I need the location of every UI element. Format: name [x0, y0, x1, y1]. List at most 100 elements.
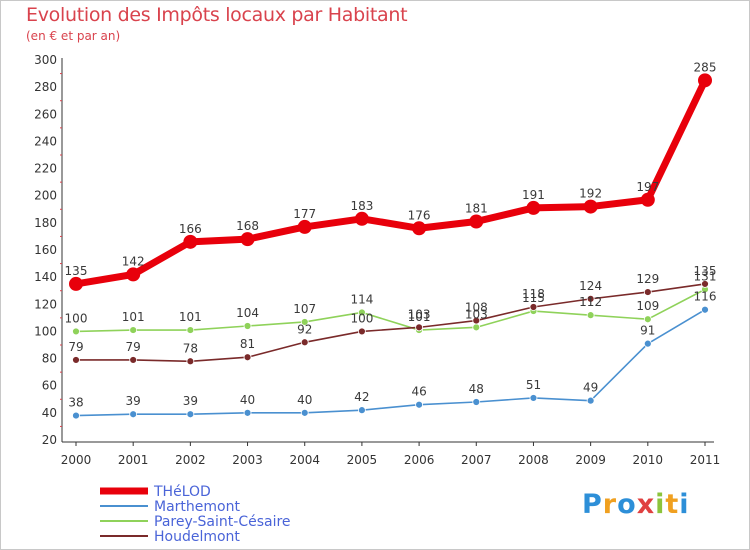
data-point-thelod [698, 73, 712, 88]
data-label-thelod: 192 [579, 187, 602, 201]
data-label-parey-saint-cesaire: 109 [636, 299, 659, 313]
data-point-marthemont [529, 394, 538, 402]
data-label-thelod: 181 [465, 202, 488, 216]
y-tick-label: 200 [34, 189, 57, 203]
data-point-houdelmont [186, 357, 195, 366]
data-point-parey-saint-cesaire [300, 318, 309, 326]
data-point-thelod [126, 267, 141, 282]
x-tick-label: 2002 [175, 453, 206, 467]
data-point-thelod [354, 211, 369, 226]
series-line-thelod [72, 76, 709, 288]
data-point-parey-saint-cesaire [129, 326, 138, 334]
data-label-parey-saint-cesaire: 107 [293, 302, 316, 316]
data-label-marthemont: 39 [183, 394, 198, 408]
data-label-thelod: 177 [293, 207, 316, 221]
data-label-parey-saint-cesaire: 112 [579, 295, 602, 309]
data-label-thelod: 168 [236, 219, 259, 233]
data-label-thelod: 166 [179, 222, 202, 236]
y-tick-label: 60 [42, 379, 57, 393]
data-label-marthemont: 39 [126, 394, 141, 408]
data-point-marthemont [243, 408, 252, 417]
data-point-thelod [69, 276, 83, 291]
data-point-parey-saint-cesaire [186, 326, 195, 334]
data-point-houdelmont [129, 356, 138, 364]
data-point-thelod [640, 192, 655, 207]
data-label-houdelmont: 79 [68, 340, 83, 354]
data-point-marthemont [701, 305, 709, 314]
data-point-houdelmont [72, 356, 80, 364]
data-point-marthemont [72, 411, 80, 420]
data-point-parey-saint-cesaire [72, 327, 80, 336]
data-label-thelod: 142 [122, 254, 145, 268]
data-label-marthemont: 38 [68, 396, 83, 410]
legend-label-parey-saint-cesaire: Parey-Saint-Césaire [154, 514, 291, 530]
data-point-thelod [240, 232, 255, 247]
data-label-parey-saint-cesaire: 114 [350, 292, 373, 306]
data-point-marthemont [358, 406, 366, 415]
data-point-thelod [469, 214, 484, 229]
data-point-marthemont [586, 396, 595, 405]
data-point-thelod [297, 219, 312, 234]
data-point-houdelmont [643, 288, 652, 296]
y-tick-label: 20 [42, 433, 57, 447]
y-tick-label: 180 [34, 216, 57, 230]
data-label-marthemont: 49 [583, 381, 598, 395]
data-point-houdelmont [358, 327, 366, 336]
data-point-houdelmont [701, 280, 709, 288]
legend-label-thelod: THéLOD [153, 484, 211, 500]
x-tick-label: 2008 [518, 453, 549, 467]
data-point-thelod [526, 200, 541, 215]
data-label-thelod: 176 [408, 208, 431, 222]
data-label-parey-saint-cesaire: 100 [65, 311, 88, 325]
y-tick-label: 100 [34, 324, 57, 338]
data-point-parey-saint-cesaire [472, 323, 481, 332]
data-point-marthemont [643, 339, 652, 348]
y-tick-label: 240 [34, 134, 57, 148]
data-point-houdelmont [472, 316, 481, 325]
series-line-marthemont [75, 308, 706, 417]
data-point-thelod [183, 234, 198, 249]
y-tick-label: 300 [34, 53, 57, 67]
x-tick-label: 2007 [461, 453, 492, 467]
x-tick-label: 2010 [633, 453, 664, 467]
data-label-parey-saint-cesaire: 131 [694, 269, 717, 283]
x-tick-label: 2006 [404, 453, 435, 467]
data-point-thelod [583, 199, 598, 214]
data-label-houdelmont: 129 [636, 272, 659, 286]
x-tick-label: 2011 [690, 453, 721, 467]
data-label-parey-saint-cesaire: 104 [236, 306, 259, 320]
y-tick-label: 220 [34, 162, 57, 176]
data-label-houdelmont: 118 [522, 287, 545, 301]
data-point-houdelmont [529, 303, 538, 311]
data-label-parey-saint-cesaire: 115 [522, 291, 545, 305]
y-tick-label: 140 [34, 270, 57, 284]
y-tick-label: 160 [34, 243, 57, 257]
x-tick-label: 2005 [347, 453, 378, 467]
data-label-houdelmont: 100 [350, 311, 373, 325]
data-label-marthemont: 42 [354, 390, 369, 404]
data-label-houdelmont: 81 [240, 337, 255, 351]
y-tick-label: 280 [34, 80, 57, 94]
x-tick-label: 2000 [61, 453, 92, 467]
data-point-houdelmont [415, 323, 423, 332]
y-tick-label: 80 [42, 352, 57, 366]
data-label-parey-saint-cesaire: 101 [408, 310, 431, 324]
data-label-houdelmont: 103 [408, 307, 431, 321]
data-label-marthemont: 116 [694, 290, 717, 304]
data-point-marthemont [415, 400, 423, 409]
data-point-parey-saint-cesaire [243, 322, 252, 330]
x-tick-label: 2009 [575, 453, 606, 467]
series-line-houdelmont [75, 283, 706, 363]
series-line-parey-saint-cesaire [75, 288, 706, 333]
proxiti-logo: Proxiti [582, 489, 690, 520]
data-point-houdelmont [586, 294, 595, 303]
x-tick-label: 2004 [289, 453, 320, 467]
data-label-thelod: 135 [65, 264, 88, 278]
data-label-marthemont: 46 [411, 385, 426, 399]
data-point-marthemont [129, 410, 138, 419]
legend-label-houdelmont: Houdelmont [154, 529, 240, 545]
data-label-marthemont: 40 [240, 393, 255, 407]
y-tick-label: 40 [42, 406, 57, 420]
data-label-thelod: 191 [522, 188, 545, 202]
